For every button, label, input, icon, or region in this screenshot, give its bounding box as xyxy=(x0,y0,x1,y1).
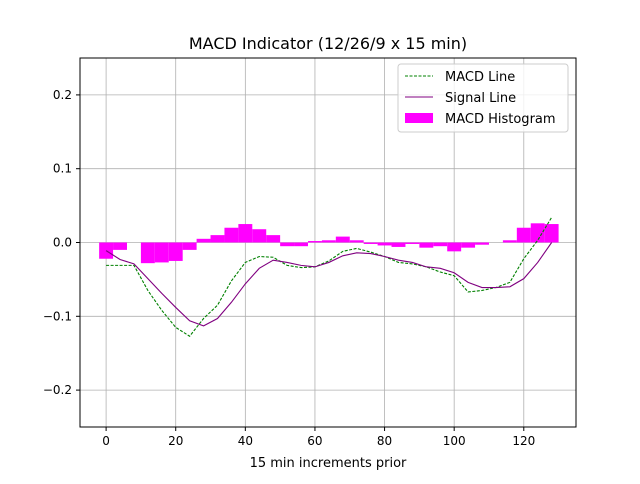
histogram-bar xyxy=(182,242,197,250)
histogram-bar xyxy=(502,240,517,243)
macd-line xyxy=(106,217,553,337)
legend-macd-label: MACD Line xyxy=(445,70,515,85)
signal-line xyxy=(105,242,553,327)
x-tick-label: 100 xyxy=(443,434,466,448)
histogram-bar xyxy=(168,242,183,261)
legend-histogram-swatch xyxy=(405,113,433,123)
histogram-bar xyxy=(113,242,127,250)
y-tick-label: 0.2 xyxy=(53,88,72,102)
histogram-bar xyxy=(294,242,308,247)
x-axis-label: 15 min increments prior xyxy=(250,456,407,471)
histogram-bar xyxy=(447,242,462,252)
histogram-bar xyxy=(349,240,364,243)
histogram-bar xyxy=(252,229,267,243)
x-tick-label: 40 xyxy=(238,434,253,448)
y-tick-label: 0.1 xyxy=(53,162,72,176)
histogram-bar xyxy=(321,240,336,243)
x-tick-label: 80 xyxy=(377,434,392,448)
histogram-bar xyxy=(266,235,281,243)
legend: MACD Line Signal Line MACD Histogram xyxy=(397,63,569,133)
chart-title: MACD Indicator (12/26/9 x 15 min) xyxy=(189,34,467,53)
histogram-bar xyxy=(140,242,155,264)
histogram-bar xyxy=(238,224,253,243)
y-tick-label: −0.2 xyxy=(43,383,72,397)
series-lines xyxy=(105,217,553,337)
y-tick-label: 0.0 xyxy=(53,236,72,250)
histogram-bar xyxy=(530,223,545,243)
histogram-bar xyxy=(280,242,295,247)
histogram-bar xyxy=(461,242,476,248)
histogram-bar xyxy=(391,242,406,247)
histogram-bar xyxy=(224,227,239,243)
x-tick-label: 20 xyxy=(168,434,183,448)
histogram-bar xyxy=(335,236,350,243)
histogram-bar xyxy=(377,242,392,246)
histogram-bar xyxy=(307,241,322,243)
x-tick-label: 120 xyxy=(512,434,535,448)
legend-histogram-label: MACD Histogram xyxy=(445,112,556,127)
x-tick-label: 0 xyxy=(102,434,110,448)
y-tick-label: −0.1 xyxy=(43,309,72,323)
histogram-bar xyxy=(154,242,169,263)
legend-box xyxy=(397,63,569,133)
histogram-bar xyxy=(516,227,531,243)
histogram-bar xyxy=(419,242,434,248)
histogram-bar xyxy=(433,242,448,247)
histogram-bar xyxy=(210,235,225,243)
histogram-bars xyxy=(99,223,559,264)
histogram-bar xyxy=(475,242,489,245)
histogram-bar xyxy=(544,224,559,243)
x-tick-label: 60 xyxy=(307,434,322,448)
axis-ticks: 0 20 40 60 80 100 120 0.2 0.1 0.0 −0.1 −0.2 xyxy=(43,88,535,448)
histogram-bar xyxy=(405,242,420,244)
histogram-bar xyxy=(196,238,211,243)
histogram-bar xyxy=(363,242,378,244)
legend-signal-label: Signal Line xyxy=(445,91,516,106)
